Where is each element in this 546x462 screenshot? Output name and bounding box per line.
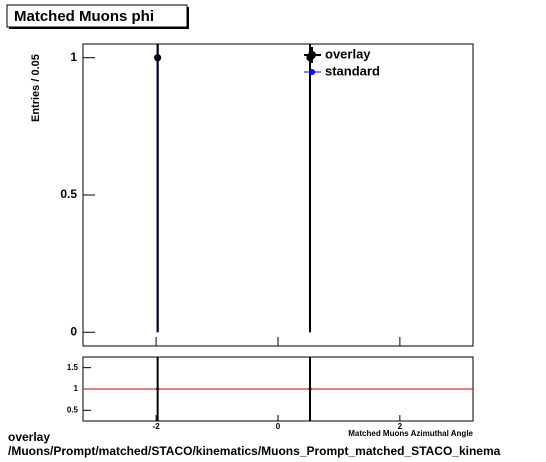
y-tick-label: 1 (74, 384, 79, 393)
y-axis-label: Entries / 0.05 (30, 54, 42, 122)
legend-label: overlay (325, 46, 371, 61)
plot-frame (82, 43, 474, 347)
chart-title: Matched Muons phi (14, 8, 154, 25)
legend-label: standard (325, 63, 380, 78)
title-shadow (187, 7, 189, 29)
footer-path: /Muons/Prompt/matched/STACO/kinematics/M… (8, 444, 501, 458)
x-tick-label: -2 (153, 422, 161, 431)
ratio-area (83, 357, 473, 421)
legend-marker (309, 69, 315, 75)
y-tick-label: 0.5 (60, 187, 77, 201)
y-tick-label: 0 (70, 324, 77, 338)
footer-label: overlay (8, 430, 50, 444)
title-shadow (9, 27, 189, 29)
legend-marker (308, 51, 316, 59)
y-tick-label: 1.5 (67, 363, 79, 372)
x-tick-label: 0 (276, 422, 281, 431)
marker (154, 54, 162, 62)
marker (308, 387, 312, 391)
y-tick-label: 0.5 (67, 405, 79, 414)
x-tick-label: 2 (398, 422, 403, 431)
marker (156, 387, 160, 391)
plot-area (154, 44, 314, 333)
y-tick-label: 1 (70, 50, 77, 64)
x-axis-label: Matched Muons Azimuthal Angle (348, 429, 473, 438)
